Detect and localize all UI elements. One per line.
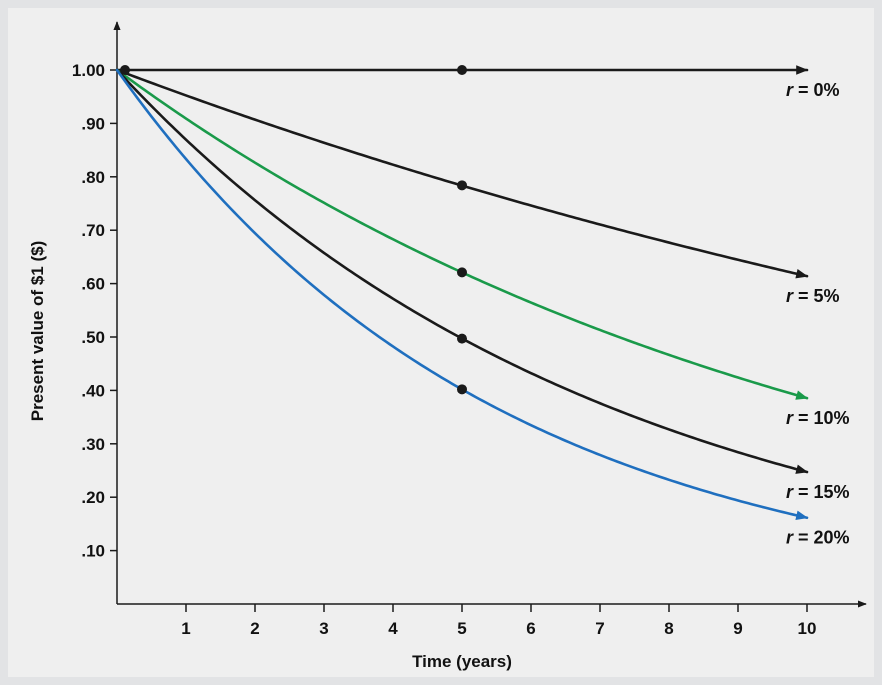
y-tick-label: .40 — [81, 381, 105, 400]
x-tick-label: 8 — [664, 619, 673, 638]
series-lines — [115, 65, 809, 521]
y-tick-label: .80 — [81, 168, 105, 187]
y-tick-label: .60 — [81, 275, 105, 294]
series-line-r5 — [115, 68, 809, 279]
y-tick-label: .20 — [81, 488, 105, 507]
series-label-var: r — [786, 408, 794, 428]
series-label-value: = 5% — [793, 286, 840, 306]
series-label-var: r — [786, 286, 794, 306]
series-label-value: = 10% — [793, 408, 850, 428]
series-label-r5: r = 5% — [786, 286, 840, 306]
series-label-r15: r = 15% — [786, 482, 850, 502]
y-axis-title: Present value of $1 ($) — [28, 241, 47, 421]
x-tick-label: 5 — [457, 619, 466, 638]
series-line-r20 — [115, 68, 809, 521]
series-label-var: r — [786, 482, 794, 502]
x-tick-label: 9 — [733, 619, 742, 638]
series-label-var: r — [786, 80, 794, 100]
y-tick-label: 1.00 — [72, 61, 105, 80]
series-label-r10: r = 10% — [786, 408, 850, 428]
data-point-r10 — [457, 267, 467, 278]
series-label-var: r — [786, 527, 794, 547]
series-label-r20: r = 20% — [786, 527, 850, 547]
y-tick-label: .50 — [81, 328, 105, 347]
y-tick-label: .70 — [81, 221, 105, 240]
y-tick-label: .10 — [81, 542, 105, 561]
y-tick-label: .30 — [81, 435, 105, 454]
series-label-value: = 20% — [793, 527, 850, 547]
data-point-r15 — [457, 333, 467, 344]
x-tick-label: 10 — [798, 619, 817, 638]
series-line-r10 — [115, 68, 809, 400]
x-axis-title: Time (years) — [412, 652, 512, 671]
data-point-r5 — [457, 180, 467, 191]
origin-point — [120, 65, 130, 75]
x-tick-label: 7 — [595, 619, 604, 638]
x-tick-label: 3 — [319, 619, 328, 638]
y-tick-label: .90 — [81, 114, 105, 133]
x-tick-label: 4 — [388, 619, 398, 638]
data-point-r20 — [457, 384, 467, 395]
series-label-r0: r = 0% — [786, 80, 840, 100]
series-markers — [120, 65, 467, 395]
x-tick-label: 1 — [181, 619, 190, 638]
x-tick-label: 6 — [526, 619, 535, 638]
x-tick-label: 2 — [250, 619, 259, 638]
data-point-r0 — [457, 65, 467, 75]
series-labels: r = 0%r = 5%r = 10%r = 15%r = 20% — [786, 80, 850, 547]
series-label-value: = 15% — [793, 482, 850, 502]
series-label-value: = 0% — [793, 80, 840, 100]
axes: 1 2 3 4 5 6 7 8 9 10 1.00 .90 .80 .70 .60 .50 .40 .30 .20.… — [28, 21, 867, 671]
